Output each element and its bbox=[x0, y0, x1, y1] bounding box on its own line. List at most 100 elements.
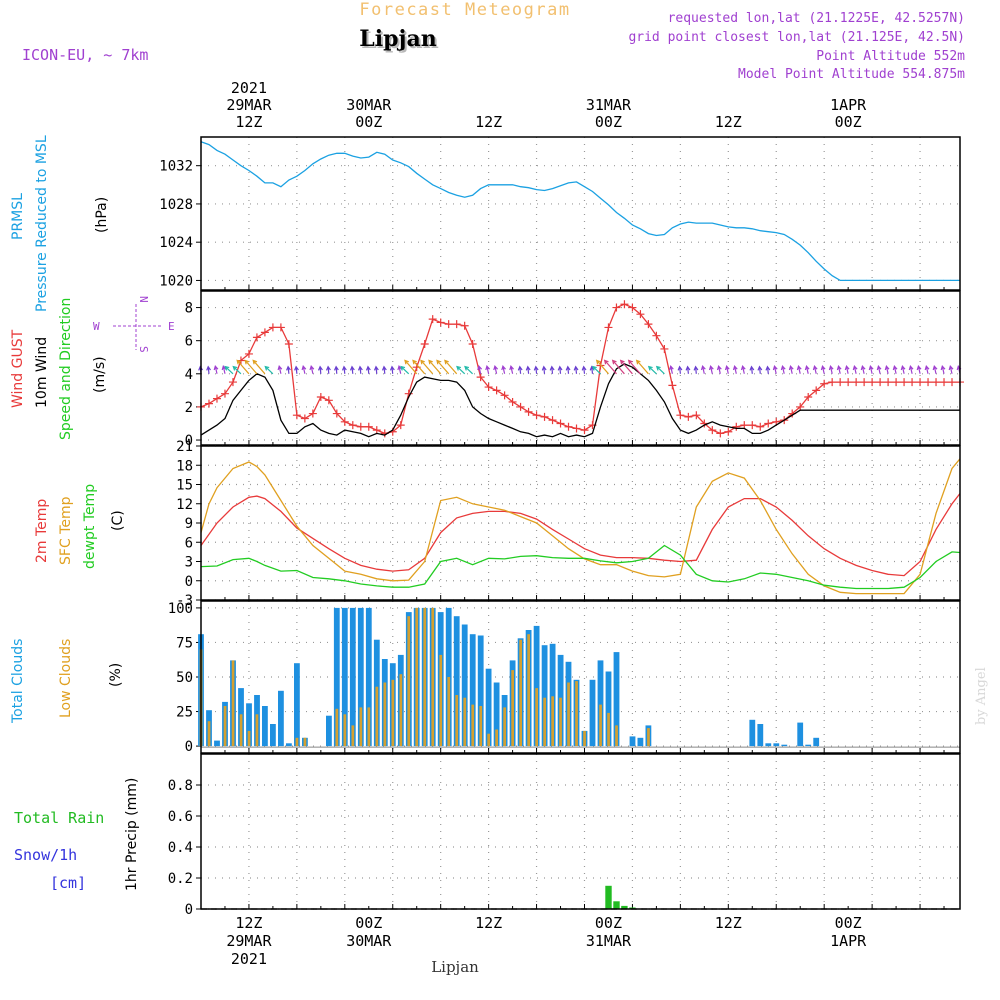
low-cloud-bar bbox=[335, 708, 339, 747]
gust-marker bbox=[204, 399, 213, 408]
low-cloud-bar bbox=[487, 733, 490, 747]
low-cloud-bar bbox=[471, 704, 475, 747]
gust-marker bbox=[620, 300, 629, 309]
wind-direction-arrow bbox=[264, 365, 274, 375]
compass-w: W bbox=[93, 320, 100, 333]
wind-direction-arrow bbox=[812, 364, 818, 374]
wind-direction-arrow bbox=[749, 365, 755, 374]
y-tick-label: 9 bbox=[185, 516, 193, 532]
pressure-unit: (hPa) bbox=[94, 197, 110, 233]
gust-marker bbox=[532, 411, 541, 420]
pressure-labels: PRMSL Pressure Reduced to MSL (hPa) bbox=[10, 135, 110, 312]
gust-marker bbox=[460, 321, 469, 330]
total-cloud-bar bbox=[262, 706, 268, 747]
info-grid-point: grid point closest lon,lat (21.125E, 42.… bbox=[628, 30, 965, 45]
wind-panel: 0 2 4 6 8 bbox=[185, 290, 964, 449]
gust-marker bbox=[876, 378, 885, 387]
top-time-label: 31MAR bbox=[586, 96, 632, 114]
gust-marker bbox=[452, 320, 461, 329]
precip-labels: Total Rain Snow/1h [cm] 1hr Precip (mm) bbox=[14, 778, 140, 892]
total-cloud-bar bbox=[773, 743, 780, 747]
temp-unit: (C) bbox=[110, 510, 126, 531]
low-cloud-bar bbox=[455, 695, 459, 747]
wind-direction-arrow bbox=[708, 364, 714, 374]
total-cloud-bar bbox=[757, 724, 764, 747]
wind-direction-arrow bbox=[286, 365, 291, 374]
top-time-label: 29MAR bbox=[226, 96, 272, 114]
bottom-time-label: 00Z bbox=[595, 914, 622, 932]
wind-direction-arrow bbox=[349, 365, 355, 374]
wind-direction-arrow bbox=[948, 364, 954, 374]
gust-marker bbox=[916, 378, 925, 387]
wind-unit: (m/s) bbox=[92, 356, 108, 393]
pressure-line bbox=[200, 141, 960, 282]
bottom-time-label: 2021 bbox=[231, 950, 267, 968]
wind-direction-arrow bbox=[932, 364, 938, 374]
dew-label: dewpt Temp bbox=[82, 484, 98, 569]
y-tick-label: 25 bbox=[176, 705, 193, 721]
low-cloud-bar bbox=[407, 616, 411, 747]
wind-direction-arrow bbox=[309, 364, 315, 374]
gust-marker bbox=[716, 429, 725, 438]
y-tick-label: 100 bbox=[168, 601, 193, 617]
gust-marker bbox=[332, 409, 341, 418]
gust-marker bbox=[540, 412, 549, 421]
wind-direction-arrow bbox=[464, 365, 474, 375]
bottom-time-label: 12Z bbox=[235, 914, 262, 932]
low-cloud-bar bbox=[551, 696, 554, 746]
wind-direction-arrow bbox=[669, 364, 674, 374]
gust-marker bbox=[604, 323, 613, 332]
low-cloud-bar bbox=[239, 714, 243, 747]
wind-direction-arrow bbox=[501, 364, 506, 374]
y-tick-label: 0.2 bbox=[168, 871, 193, 887]
low-cloud-bar bbox=[511, 670, 514, 747]
y-tick-label: 4 bbox=[185, 367, 193, 383]
total-cloud-bar bbox=[493, 682, 500, 747]
y-tick-label: 0.8 bbox=[168, 778, 193, 794]
wind-direction-arrow bbox=[381, 365, 387, 374]
gust-marker bbox=[268, 323, 277, 332]
gust-marker bbox=[484, 383, 493, 392]
gust-label: Wind GUST bbox=[10, 329, 26, 408]
gust-marker bbox=[508, 397, 517, 406]
pressure-frame bbox=[200, 136, 961, 291]
gust-marker bbox=[260, 328, 269, 337]
total-cloud-bar bbox=[357, 607, 364, 747]
gust-marker bbox=[556, 419, 565, 428]
location-title: Lipjan bbox=[359, 26, 436, 52]
wind-direction-arrow bbox=[549, 365, 555, 374]
gust-marker bbox=[476, 373, 485, 382]
total-cloud-bar bbox=[781, 744, 788, 747]
top-time-label: 00Z bbox=[355, 113, 382, 131]
total-cloud-bar bbox=[549, 643, 556, 747]
y-tick-label: 0.6 bbox=[168, 809, 193, 825]
wind-direction-arrow bbox=[635, 359, 649, 375]
low-cloud-bar bbox=[423, 607, 427, 747]
wind-direction-arrow bbox=[341, 365, 347, 374]
wind-direction-arrow bbox=[757, 365, 763, 374]
low-cloud-bar bbox=[495, 729, 498, 747]
bottom-time-label: 00Z bbox=[835, 914, 862, 932]
wind-direction-arrow bbox=[533, 365, 539, 374]
wind-direction-arrow bbox=[908, 364, 914, 374]
wind-direction-arrow bbox=[301, 364, 307, 374]
gust-marker bbox=[276, 323, 285, 332]
gust-marker bbox=[436, 318, 445, 327]
low-cloud-bar bbox=[647, 728, 650, 747]
wind-direction-arrow bbox=[456, 365, 466, 375]
low-cloud-bar bbox=[543, 697, 546, 747]
total-cloud-bar bbox=[365, 607, 372, 747]
y-tick-label: 21 bbox=[176, 439, 193, 455]
precip-frame bbox=[200, 753, 961, 910]
total-cloud-bar bbox=[805, 744, 812, 747]
wind-labels: Wind GUST 10m Wind Speed and Direction (… bbox=[10, 296, 175, 440]
gust-marker bbox=[852, 378, 861, 387]
wind-direction-arrow bbox=[788, 364, 794, 374]
wind-direction-arrow bbox=[224, 365, 234, 375]
total-cloud-bar bbox=[477, 635, 484, 746]
gust-marker bbox=[924, 378, 933, 387]
bottom-time-label: 29MAR bbox=[226, 932, 272, 950]
wind-direction-arrow bbox=[884, 364, 890, 374]
bottom-time-label: 31MAR bbox=[586, 932, 632, 950]
low-cloud-bar bbox=[359, 707, 363, 747]
